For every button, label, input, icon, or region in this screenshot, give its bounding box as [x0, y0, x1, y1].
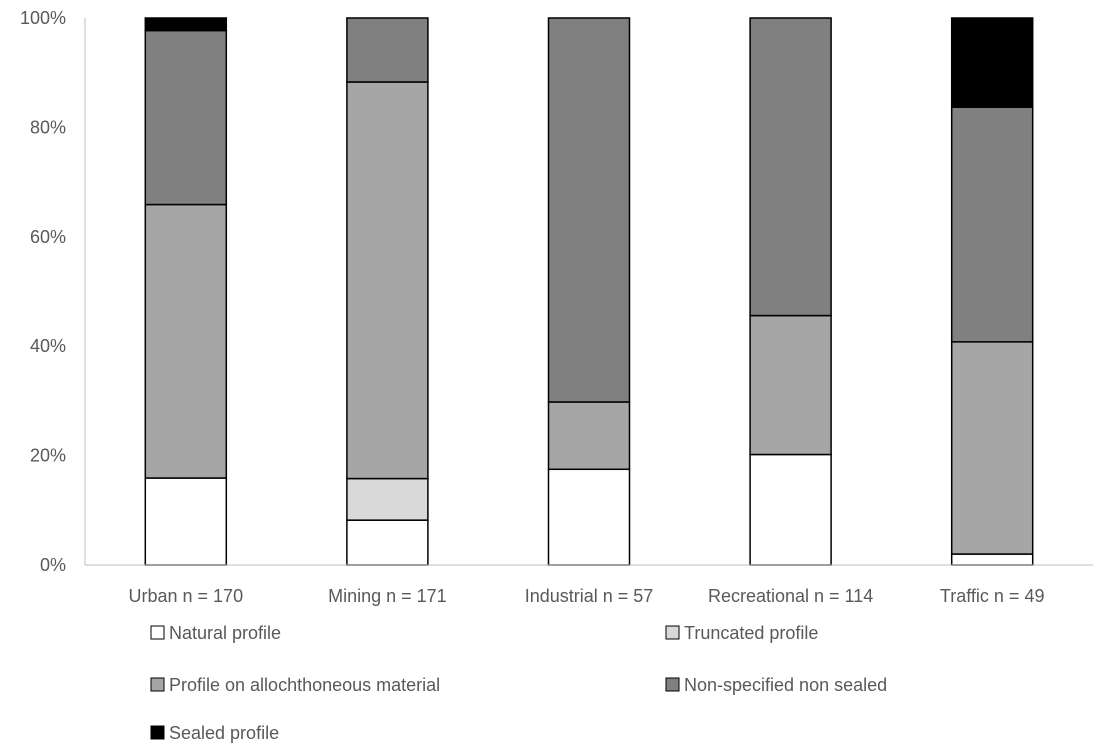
- bar-stack: [950, 17, 1034, 566]
- legend-label: Sealed profile: [169, 723, 279, 743]
- x-category-label: Urban n = 170: [129, 586, 244, 606]
- bar-segment: [950, 17, 1034, 108]
- y-tick-label: 80%: [30, 117, 66, 137]
- bar-segment: [950, 106, 1034, 343]
- bar-stack: [144, 17, 228, 566]
- bar-segment: [144, 29, 228, 206]
- x-category-label: Traffic n = 49: [940, 586, 1045, 606]
- y-tick-label: 60%: [30, 227, 66, 247]
- bar-segment: [749, 314, 832, 456]
- bars: [144, 17, 1034, 566]
- legend-swatch: [665, 677, 680, 692]
- bar-segment: [547, 468, 631, 566]
- x-category-label: Industrial n = 57: [525, 586, 654, 606]
- x-category-label: Mining n = 171: [328, 586, 447, 606]
- y-tick-label: 20%: [30, 446, 66, 466]
- legend-label: Natural profile: [169, 623, 281, 643]
- legend-item: Non-specified non sealed: [665, 675, 887, 695]
- bar-segment: [346, 81, 429, 480]
- bar-segment: [950, 341, 1034, 555]
- bar-stack: [547, 17, 631, 566]
- y-tick-label: 40%: [30, 336, 66, 356]
- x-axis-labels: Urban n = 170 Mining n = 171 Industrial n …: [129, 586, 1045, 606]
- bar-segment: [950, 553, 1034, 566]
- axes: [84, 18, 1093, 566]
- bar-segment: [144, 477, 228, 566]
- legend-item: Sealed profile: [150, 723, 279, 743]
- legend-item: Natural profile: [150, 623, 281, 643]
- legend-label: Truncated profile: [684, 623, 818, 643]
- legend-swatch: [150, 677, 165, 692]
- bar-segment: [346, 477, 429, 521]
- bar-segment: [346, 17, 429, 83]
- bar-stack: [749, 17, 832, 566]
- legend-swatch: [665, 625, 680, 640]
- legend-swatch: [150, 625, 165, 640]
- bar-segment: [346, 519, 429, 566]
- bar-segment: [749, 17, 832, 317]
- legend-swatch: [150, 725, 165, 740]
- bar-segment: [547, 17, 631, 403]
- legend-item: Truncated profile: [665, 623, 818, 643]
- bar-segment: [144, 203, 228, 479]
- y-tick-label: 0%: [40, 555, 66, 575]
- y-axis-ticks: 0% 20% 40% 60% 80% 100%: [20, 8, 66, 575]
- bar-segment: [547, 401, 631, 471]
- bar-segment: [749, 453, 832, 566]
- bar-segment: [144, 17, 228, 32]
- bar-stack: [346, 17, 429, 566]
- x-category-label: Recreational n = 114: [708, 586, 873, 606]
- legend-item: Profile on allochthoneous material: [150, 675, 440, 695]
- y-tick-label: 100%: [20, 8, 66, 28]
- legend: Natural profile Truncated profile Profile …: [150, 623, 887, 743]
- legend-label: Profile on allochthoneous material: [169, 675, 440, 695]
- legend-label: Non-specified non sealed: [684, 675, 887, 695]
